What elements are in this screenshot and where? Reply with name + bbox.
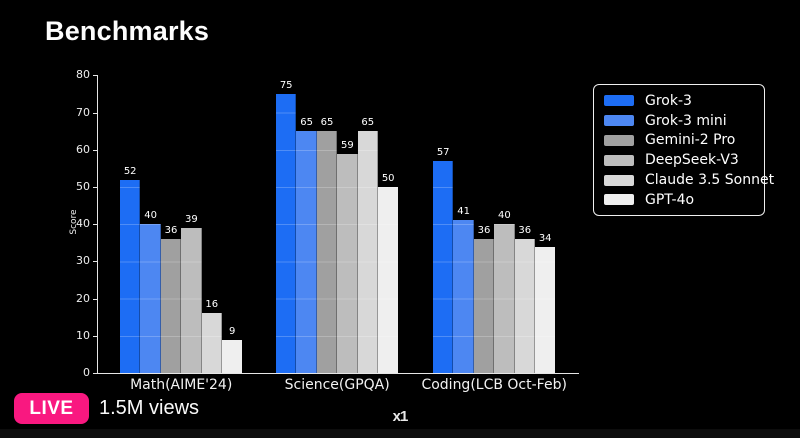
y-tick-mark bbox=[93, 149, 97, 151]
y-tick-label: 40 bbox=[76, 217, 90, 231]
legend-swatch-icon bbox=[604, 95, 634, 107]
legend-item: DeepSeek-V3 bbox=[604, 151, 754, 169]
y-tick-mark bbox=[93, 224, 97, 226]
legend-label: Grok-3 mini bbox=[645, 112, 727, 129]
y-tick-mark bbox=[93, 373, 97, 374]
legend-label: Claude 3.5 Sonnet bbox=[645, 172, 775, 189]
bar-claude-3-5-sonnet bbox=[357, 131, 378, 373]
bar-claude-3-5-sonnet bbox=[514, 239, 535, 373]
bar-value-label: 52 bbox=[123, 165, 137, 177]
legend-item: Claude 3.5 Sonnet bbox=[604, 171, 774, 189]
x-axis-line bbox=[97, 373, 579, 374]
bar-grok-3 bbox=[120, 179, 141, 373]
y-tick-label: 30 bbox=[76, 254, 90, 268]
plot-area: 52 40 36 39 16 9 75 65 65 59 65 50 57 41 36 40 36 34 bbox=[97, 75, 578, 373]
legend-swatch-icon bbox=[604, 194, 634, 206]
bar-value-label: 34 bbox=[538, 232, 552, 244]
bar-gpt-4o bbox=[378, 187, 399, 373]
bar-deepseek-v3 bbox=[181, 227, 202, 373]
y-tick-label: 80 bbox=[76, 68, 90, 82]
bar-gpt-4o bbox=[535, 246, 556, 373]
y-tick-mark bbox=[93, 75, 97, 77]
bar-grok-3-mini bbox=[453, 220, 474, 373]
y-tick-mark bbox=[93, 187, 97, 188]
x-category-label: Math(AIME'24) bbox=[130, 377, 233, 393]
legend-label: GPT-4o bbox=[645, 191, 695, 208]
bar-deepseek-v3 bbox=[337, 153, 358, 373]
bar-value-label: 16 bbox=[205, 299, 219, 311]
bar-deepseek-v3 bbox=[494, 224, 515, 373]
legend-label: Gemini-2 Pro bbox=[645, 132, 736, 149]
y-axis-line bbox=[97, 75, 98, 373]
bar-grok-3 bbox=[433, 160, 454, 373]
bar-value-label: 36 bbox=[518, 225, 532, 237]
legend-item: GPT-4o bbox=[604, 191, 754, 209]
x-category-label: Science(GPQA) bbox=[284, 377, 390, 393]
legend-swatch-icon bbox=[604, 115, 634, 127]
bar-value-label: 57 bbox=[436, 146, 450, 158]
legend-item: Grok-3 mini bbox=[604, 112, 754, 130]
y-tick-label: 60 bbox=[76, 142, 90, 156]
bar-value-label: 65 bbox=[361, 117, 375, 129]
bar-value-label: 36 bbox=[477, 225, 491, 237]
bar-value-label: 39 bbox=[185, 213, 198, 225]
y-tick-mark bbox=[93, 335, 97, 337]
page-title: Benchmarks bbox=[45, 16, 210, 46]
views-count: 1.5M views bbox=[99, 397, 200, 419]
y-tick-mark bbox=[93, 261, 97, 263]
legend-label: DeepSeek-V3 bbox=[645, 152, 739, 169]
bar-value-label: 59 bbox=[341, 139, 354, 151]
bar-value-label: 41 bbox=[457, 206, 470, 218]
bar-grok-3 bbox=[276, 94, 297, 373]
bar-value-label: 40 bbox=[144, 210, 157, 222]
y-tick-label: 0 bbox=[83, 366, 90, 379]
x1-watermark: x1 bbox=[392, 408, 409, 425]
legend-swatch-icon bbox=[604, 174, 634, 186]
legend-swatch-icon bbox=[604, 154, 634, 166]
bar-grok-3-mini bbox=[140, 224, 161, 373]
legend-swatch-icon bbox=[604, 134, 634, 146]
chart-legend: Grok-3 Grok-3 mini Gemini-2 Pro DeepSeek-V3… bbox=[593, 84, 774, 216]
bar-grok-3-mini bbox=[296, 131, 317, 373]
bar-value-label: 50 bbox=[381, 173, 395, 184]
live-badge[interactable]: LIVE bbox=[14, 393, 89, 424]
bar-gemini-2-pro bbox=[160, 239, 182, 373]
x-category-label: Coding(LCB Oct-Feb) bbox=[421, 377, 567, 393]
bar-value-label: 9 bbox=[229, 325, 236, 337]
bar-gemini-2-pro bbox=[473, 239, 495, 373]
bar-value-label: 40 bbox=[498, 210, 511, 222]
player-bottom-strip bbox=[0, 429, 800, 438]
bar-value-label: 65 bbox=[300, 117, 313, 129]
bar-gpt-4o bbox=[222, 339, 243, 373]
bar-claude-3-5-sonnet bbox=[201, 313, 222, 373]
y-tick-label: 20 bbox=[76, 291, 90, 305]
y-tick-label: 70 bbox=[76, 105, 90, 119]
bar-value-label: 36 bbox=[164, 225, 178, 237]
bar-value-label: 75 bbox=[279, 80, 293, 91]
y-tick-mark bbox=[93, 112, 97, 114]
y-tick-label: 10 bbox=[76, 328, 90, 342]
y-tick-mark bbox=[93, 298, 97, 300]
legend-item: Grok-3 bbox=[604, 92, 754, 110]
bar-value-label: 65 bbox=[320, 117, 334, 129]
legend-item: Gemini-2 Pro bbox=[604, 132, 754, 150]
legend-label: Grok-3 bbox=[645, 92, 692, 109]
y-tick-label: 50 bbox=[76, 180, 90, 193]
bar-gemini-2-pro bbox=[316, 131, 338, 373]
